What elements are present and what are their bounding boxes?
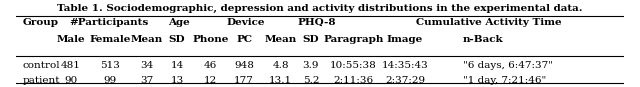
Text: 12: 12 <box>204 76 217 85</box>
Text: n-Back: n-Back <box>463 35 504 44</box>
Text: patient: patient <box>22 76 60 85</box>
Text: 513: 513 <box>100 61 120 70</box>
Text: Phone: Phone <box>193 35 228 44</box>
Text: PHQ-8: PHQ-8 <box>298 18 336 27</box>
Text: 10:55:38: 10:55:38 <box>330 61 377 70</box>
Text: 177: 177 <box>234 76 254 85</box>
Text: 481: 481 <box>61 61 81 70</box>
Text: 46: 46 <box>204 61 217 70</box>
Text: 14: 14 <box>171 61 184 70</box>
Text: "6 days, 6:47:37": "6 days, 6:47:37" <box>463 61 553 70</box>
Text: 14:35:43: 14:35:43 <box>381 61 428 70</box>
Text: 13.1: 13.1 <box>269 76 292 85</box>
Text: 2:37:29: 2:37:29 <box>385 76 425 85</box>
Text: 34: 34 <box>140 61 154 70</box>
Text: Cumulative Activity Time: Cumulative Activity Time <box>416 18 561 27</box>
Text: 4.8: 4.8 <box>272 61 289 70</box>
Text: Age: Age <box>168 18 189 27</box>
Text: 2:11:36: 2:11:36 <box>333 76 374 85</box>
Text: control: control <box>22 61 60 70</box>
Text: Female: Female <box>90 35 131 44</box>
Text: 90: 90 <box>64 76 77 85</box>
Text: Mean: Mean <box>131 35 163 44</box>
Text: Paragraph: Paragraph <box>323 35 383 44</box>
Text: 948: 948 <box>234 61 254 70</box>
Text: 3.9: 3.9 <box>303 61 319 70</box>
Text: Image: Image <box>387 35 423 44</box>
Text: SD: SD <box>303 35 319 44</box>
Text: 37: 37 <box>140 76 154 85</box>
Text: PC: PC <box>236 35 252 44</box>
Text: Group: Group <box>22 18 58 27</box>
Text: Device: Device <box>227 18 265 27</box>
Text: 99: 99 <box>104 76 117 85</box>
Text: 13: 13 <box>171 76 184 85</box>
Text: Male: Male <box>56 35 85 44</box>
Text: SD: SD <box>169 35 186 44</box>
Text: "1 day, 7:21:46": "1 day, 7:21:46" <box>463 76 546 85</box>
Text: 5.2: 5.2 <box>303 76 319 85</box>
Text: Mean: Mean <box>264 35 296 44</box>
Text: Table 1. Sociodemographic, depression and activity distributions in the experime: Table 1. Sociodemographic, depression an… <box>57 4 583 13</box>
Text: #Participants: #Participants <box>69 18 148 27</box>
